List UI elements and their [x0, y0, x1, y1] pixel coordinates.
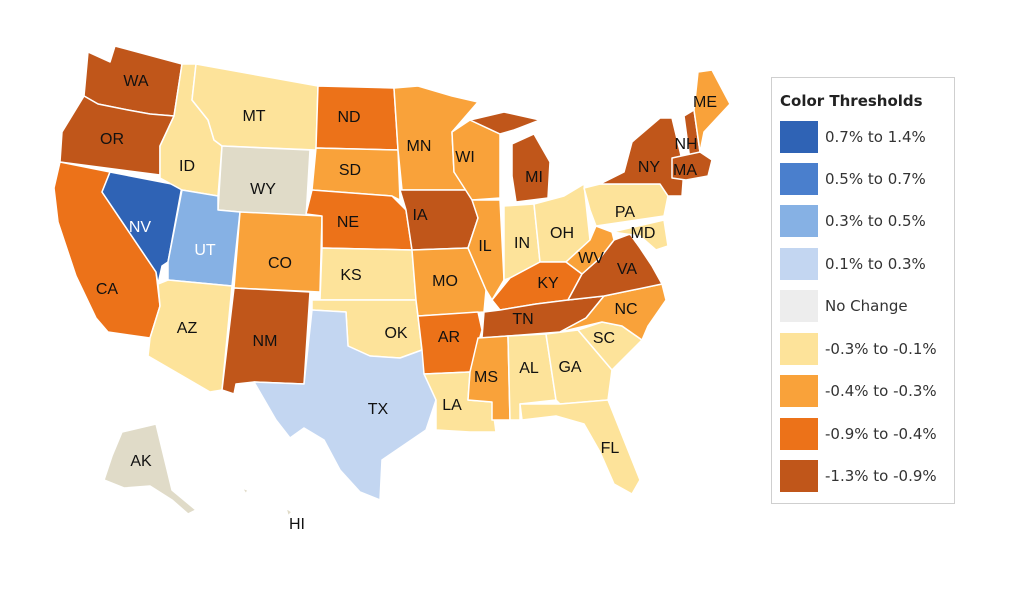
legend-label: -0.4% to -0.3% [825, 382, 937, 400]
legend-swatch [780, 375, 818, 407]
label-WI: WI [455, 149, 475, 166]
label-KS: KS [340, 267, 361, 284]
label-AZ: AZ [177, 320, 198, 337]
label-OR: OR [100, 131, 124, 148]
legend-label: No Change [825, 297, 908, 315]
label-IL: IL [478, 238, 491, 255]
label-NE: NE [337, 214, 359, 231]
label-ID: ID [179, 158, 195, 175]
legend-item: No Change [780, 290, 952, 322]
label-LA: LA [442, 397, 462, 414]
legend-swatch [780, 460, 818, 492]
label-VA: VA [617, 261, 637, 278]
label-NC: NC [614, 301, 637, 318]
legend-label: -0.9% to -0.4% [825, 425, 937, 443]
label-TX: TX [368, 401, 389, 418]
legend-swatch [780, 418, 818, 450]
label-IN: IN [514, 235, 530, 252]
legend-label: 0.5% to 0.7% [825, 170, 926, 188]
state-TX [253, 309, 437, 501]
label-WV: WV [578, 250, 604, 267]
state-UT [167, 189, 241, 287]
legend-item: -0.9% to -0.4% [780, 418, 952, 450]
label-SC: SC [593, 330, 615, 347]
label-AR: AR [438, 329, 460, 346]
legend-title: Color Thresholds [780, 92, 923, 110]
state-AK [103, 423, 197, 515]
state-FL [519, 399, 641, 495]
legend-swatch [780, 333, 818, 365]
label-FL: FL [601, 440, 620, 457]
state-NY [599, 117, 685, 197]
state-KS [319, 247, 417, 301]
state-WV [565, 225, 615, 275]
legend-label: -1.3% to -0.9% [825, 467, 937, 485]
label-WY: WY [250, 181, 276, 198]
label-AL: AL [519, 360, 539, 377]
label-HI: HI [289, 516, 305, 533]
label-UT: UT [194, 242, 216, 259]
state-ME [693, 69, 731, 153]
legend-swatch [780, 205, 818, 237]
label-NY: NY [638, 159, 661, 176]
label-CO: CO [268, 255, 292, 272]
state-MI [469, 111, 551, 203]
state-IL [467, 199, 505, 301]
legend-label: 0.1% to 0.3% [825, 255, 926, 273]
legend-item: -0.4% to -0.3% [780, 375, 952, 407]
label-NH: NH [674, 136, 697, 153]
legend-item: -0.3% to -0.1% [780, 333, 952, 365]
label-OH: OH [550, 225, 574, 242]
color-legend: Color Thresholds 0.7% to 1.4% 0.5% to 0.… [771, 77, 955, 504]
legend-swatch [780, 248, 818, 280]
label-NM: NM [253, 333, 278, 350]
label-MA: MA [673, 162, 697, 179]
label-IA: IA [412, 207, 427, 224]
legend-label: 0.7% to 1.4% [825, 128, 926, 146]
legend-item: 0.5% to 0.7% [780, 163, 952, 195]
label-NV: NV [129, 219, 152, 236]
legend-item: 0.1% to 0.3% [780, 248, 952, 280]
label-ND: ND [337, 109, 360, 126]
label-WA: WA [123, 73, 149, 90]
label-MT: MT [242, 108, 265, 125]
label-MN: MN [407, 138, 432, 155]
label-MO: MO [432, 273, 458, 290]
label-ME: ME [693, 94, 717, 111]
label-TN: TN [512, 311, 533, 328]
state-MD [611, 219, 669, 251]
state-NM [221, 287, 311, 395]
label-PA: PA [615, 204, 635, 221]
legend-item: 0.7% to 1.4% [780, 121, 952, 153]
label-MI: MI [525, 169, 543, 186]
label-MS: MS [474, 369, 498, 386]
label-KY: KY [537, 275, 559, 292]
state-CO [233, 211, 323, 293]
label-MD: MD [631, 225, 656, 242]
label-SD: SD [339, 162, 361, 179]
legend-swatch [780, 290, 818, 322]
state-AZ [147, 279, 233, 393]
legend-label: 0.3% to 0.5% [825, 212, 926, 230]
legend-swatch [780, 121, 818, 153]
legend-swatch [780, 163, 818, 195]
label-AK: AK [130, 453, 152, 470]
label-CA: CA [96, 281, 119, 298]
legend-item: -1.3% to -0.9% [780, 460, 952, 492]
label-GA: GA [558, 359, 581, 376]
state-SD [311, 147, 401, 201]
state-HI [241, 487, 293, 517]
label-OK: OK [384, 325, 407, 342]
legend-item: 0.3% to 0.5% [780, 205, 952, 237]
legend-label: -0.3% to -0.1% [825, 340, 937, 358]
us-map: WA OR CA NV ID MT WY UT AZ CO NM ND SD N… [53, 45, 731, 533]
